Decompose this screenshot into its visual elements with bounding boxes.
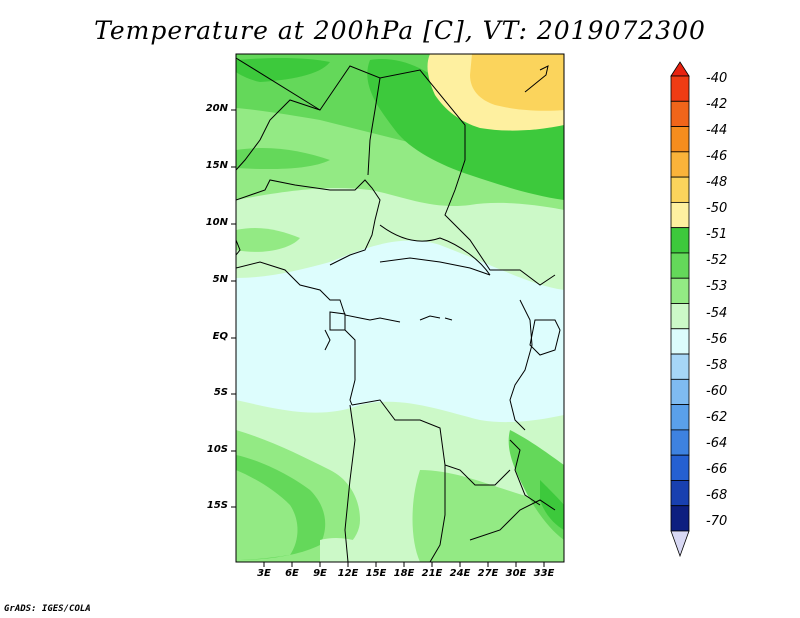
- lat-label-10n: 10N: [205, 217, 228, 228]
- colorbar-label: -54: [706, 305, 728, 321]
- lat-label-5s: 5S: [213, 387, 228, 398]
- colorbar-label: -52: [706, 253, 728, 269]
- country-borders: [236, 57, 561, 562]
- colorbar-bin: [670, 277, 690, 304]
- plot-frame: [235, 53, 565, 563]
- lat-ticks: [231, 109, 236, 508]
- colorbar-label: -48: [706, 175, 728, 191]
- lat-label-eq: EQ: [212, 331, 228, 342]
- colorbar-bin: [670, 126, 690, 153]
- colorbar-bin: [670, 404, 690, 431]
- lon-label-6e: 6E: [285, 568, 299, 579]
- colorbar-bin: [670, 328, 690, 355]
- colorbar-label: -68: [706, 487, 728, 503]
- colorbar-bin: [670, 227, 690, 254]
- lon-label-24e: 24E: [449, 568, 471, 579]
- colorbar-label: -66: [706, 461, 728, 477]
- colorbar-top-arrow: [670, 61, 690, 77]
- colorbar-label: -44: [706, 123, 728, 139]
- colorbar-bin: [670, 505, 690, 532]
- colorbar-label: -62: [706, 409, 728, 425]
- colorbar-bin: [670, 454, 690, 481]
- colorbar-bin: [670, 151, 690, 178]
- colorbar-bin: [670, 100, 690, 127]
- colorbar-label: -56: [706, 331, 728, 347]
- lon-label-15e: 15E: [365, 568, 387, 579]
- credit-text: GrADS: IGES/COLA: [4, 604, 91, 614]
- colorbar-label: -40: [706, 71, 728, 86]
- colorbar-label: -46: [706, 149, 728, 165]
- colorbar-label: -51: [706, 227, 728, 243]
- colorbar-label: -53: [706, 279, 728, 295]
- lat-label-20n: 20N: [205, 103, 228, 114]
- colorbar-bin: [670, 303, 690, 330]
- temperature-field: [236, 54, 564, 562]
- colorbar-bin: [670, 252, 690, 279]
- colorbar-bin: [670, 378, 690, 406]
- lon-ticks: [263, 562, 545, 567]
- colorbar-label: -60: [706, 383, 728, 399]
- lat-label-15s: 15S: [206, 500, 228, 511]
- colorbar-bin: [670, 429, 690, 456]
- colorbar-bin: [670, 176, 690, 203]
- colorbar-label: -58: [706, 357, 728, 373]
- colorbar-bin: [670, 353, 690, 380]
- lon-label-33e: 33E: [533, 568, 555, 579]
- colorbar-bin: [670, 75, 690, 102]
- lat-label-10s: 10S: [206, 444, 228, 455]
- colorbar-bottom-arrow: [670, 530, 690, 558]
- colorbar-label: -42: [706, 97, 728, 113]
- colorbar: [670, 61, 690, 558]
- map-title: Temperature at 200hPa [C], VT: 201907230…: [94, 16, 706, 45]
- lon-label-21e: 21E: [421, 568, 443, 579]
- lon-label-30e: 30E: [505, 568, 527, 579]
- lon-label-18e: 18E: [393, 568, 415, 579]
- colorbar-label: -70: [706, 514, 728, 529]
- lon-label-12e: 12E: [337, 568, 359, 579]
- colorbar-label: -50: [706, 201, 728, 217]
- colorbar-bin: [670, 201, 690, 229]
- lon-label-27e: 27E: [477, 568, 499, 579]
- lon-label-3e: 3E: [257, 568, 271, 579]
- lat-label-15n: 15N: [205, 160, 228, 171]
- lat-label-5n: 5N: [212, 274, 228, 285]
- colorbar-bin: [670, 480, 690, 507]
- lon-label-9e: 9E: [313, 568, 327, 579]
- colorbar-label: -64: [706, 435, 728, 451]
